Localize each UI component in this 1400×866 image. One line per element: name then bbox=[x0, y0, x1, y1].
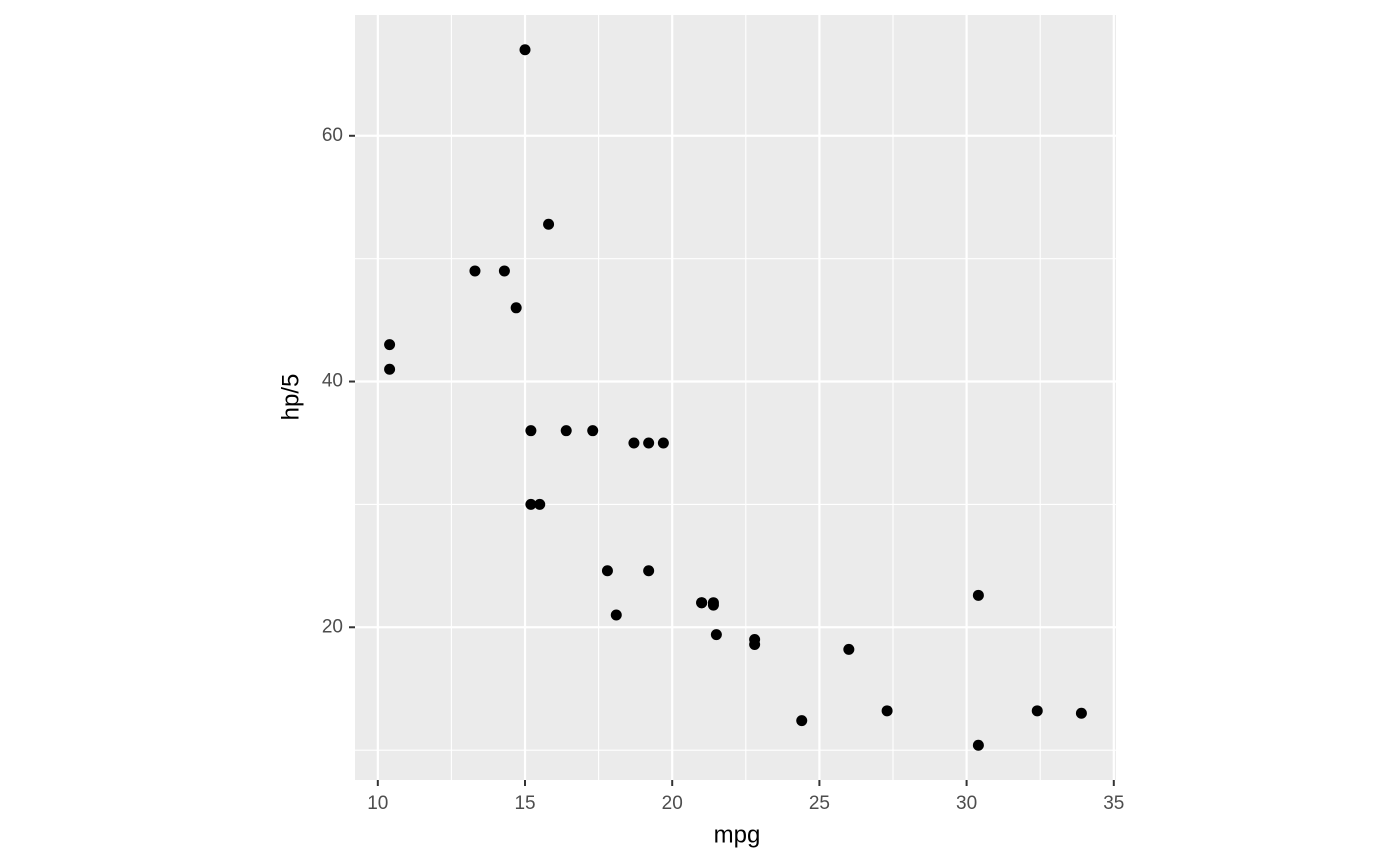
point bbox=[657, 437, 669, 449]
x-tick-label: 30 bbox=[956, 793, 977, 814]
point bbox=[525, 425, 537, 437]
x-tick-label: 15 bbox=[514, 793, 535, 814]
x-axis-label: mpg bbox=[714, 821, 761, 848]
point bbox=[1031, 705, 1043, 717]
point bbox=[628, 437, 640, 449]
point bbox=[696, 597, 708, 609]
point bbox=[972, 739, 984, 751]
point bbox=[384, 363, 396, 375]
y-tick-label: 40 bbox=[322, 371, 343, 392]
point bbox=[384, 339, 396, 351]
point bbox=[534, 498, 546, 510]
point bbox=[560, 425, 572, 437]
y-tick-label: 20 bbox=[322, 616, 343, 637]
x-tick-label: 35 bbox=[1103, 793, 1124, 814]
point bbox=[610, 609, 622, 621]
point bbox=[796, 715, 808, 727]
point bbox=[881, 705, 893, 717]
point bbox=[710, 629, 722, 641]
point bbox=[972, 589, 984, 601]
point bbox=[707, 599, 719, 611]
point bbox=[510, 302, 522, 314]
point bbox=[749, 634, 761, 646]
point bbox=[525, 498, 537, 510]
point bbox=[469, 265, 481, 277]
point bbox=[1075, 707, 1087, 719]
point bbox=[543, 218, 555, 230]
point bbox=[643, 565, 655, 577]
point bbox=[587, 425, 599, 437]
x-tick-label: 25 bbox=[809, 793, 830, 814]
point bbox=[601, 565, 613, 577]
panel bbox=[355, 15, 1116, 780]
x-tick-label: 20 bbox=[662, 793, 683, 814]
y-tick-label: 60 bbox=[322, 125, 343, 146]
point bbox=[519, 44, 531, 56]
point bbox=[843, 643, 855, 655]
y-axis-label: hp/5 bbox=[277, 374, 304, 421]
x-tick-label: 10 bbox=[367, 793, 388, 814]
point bbox=[643, 437, 655, 449]
point bbox=[498, 265, 510, 277]
